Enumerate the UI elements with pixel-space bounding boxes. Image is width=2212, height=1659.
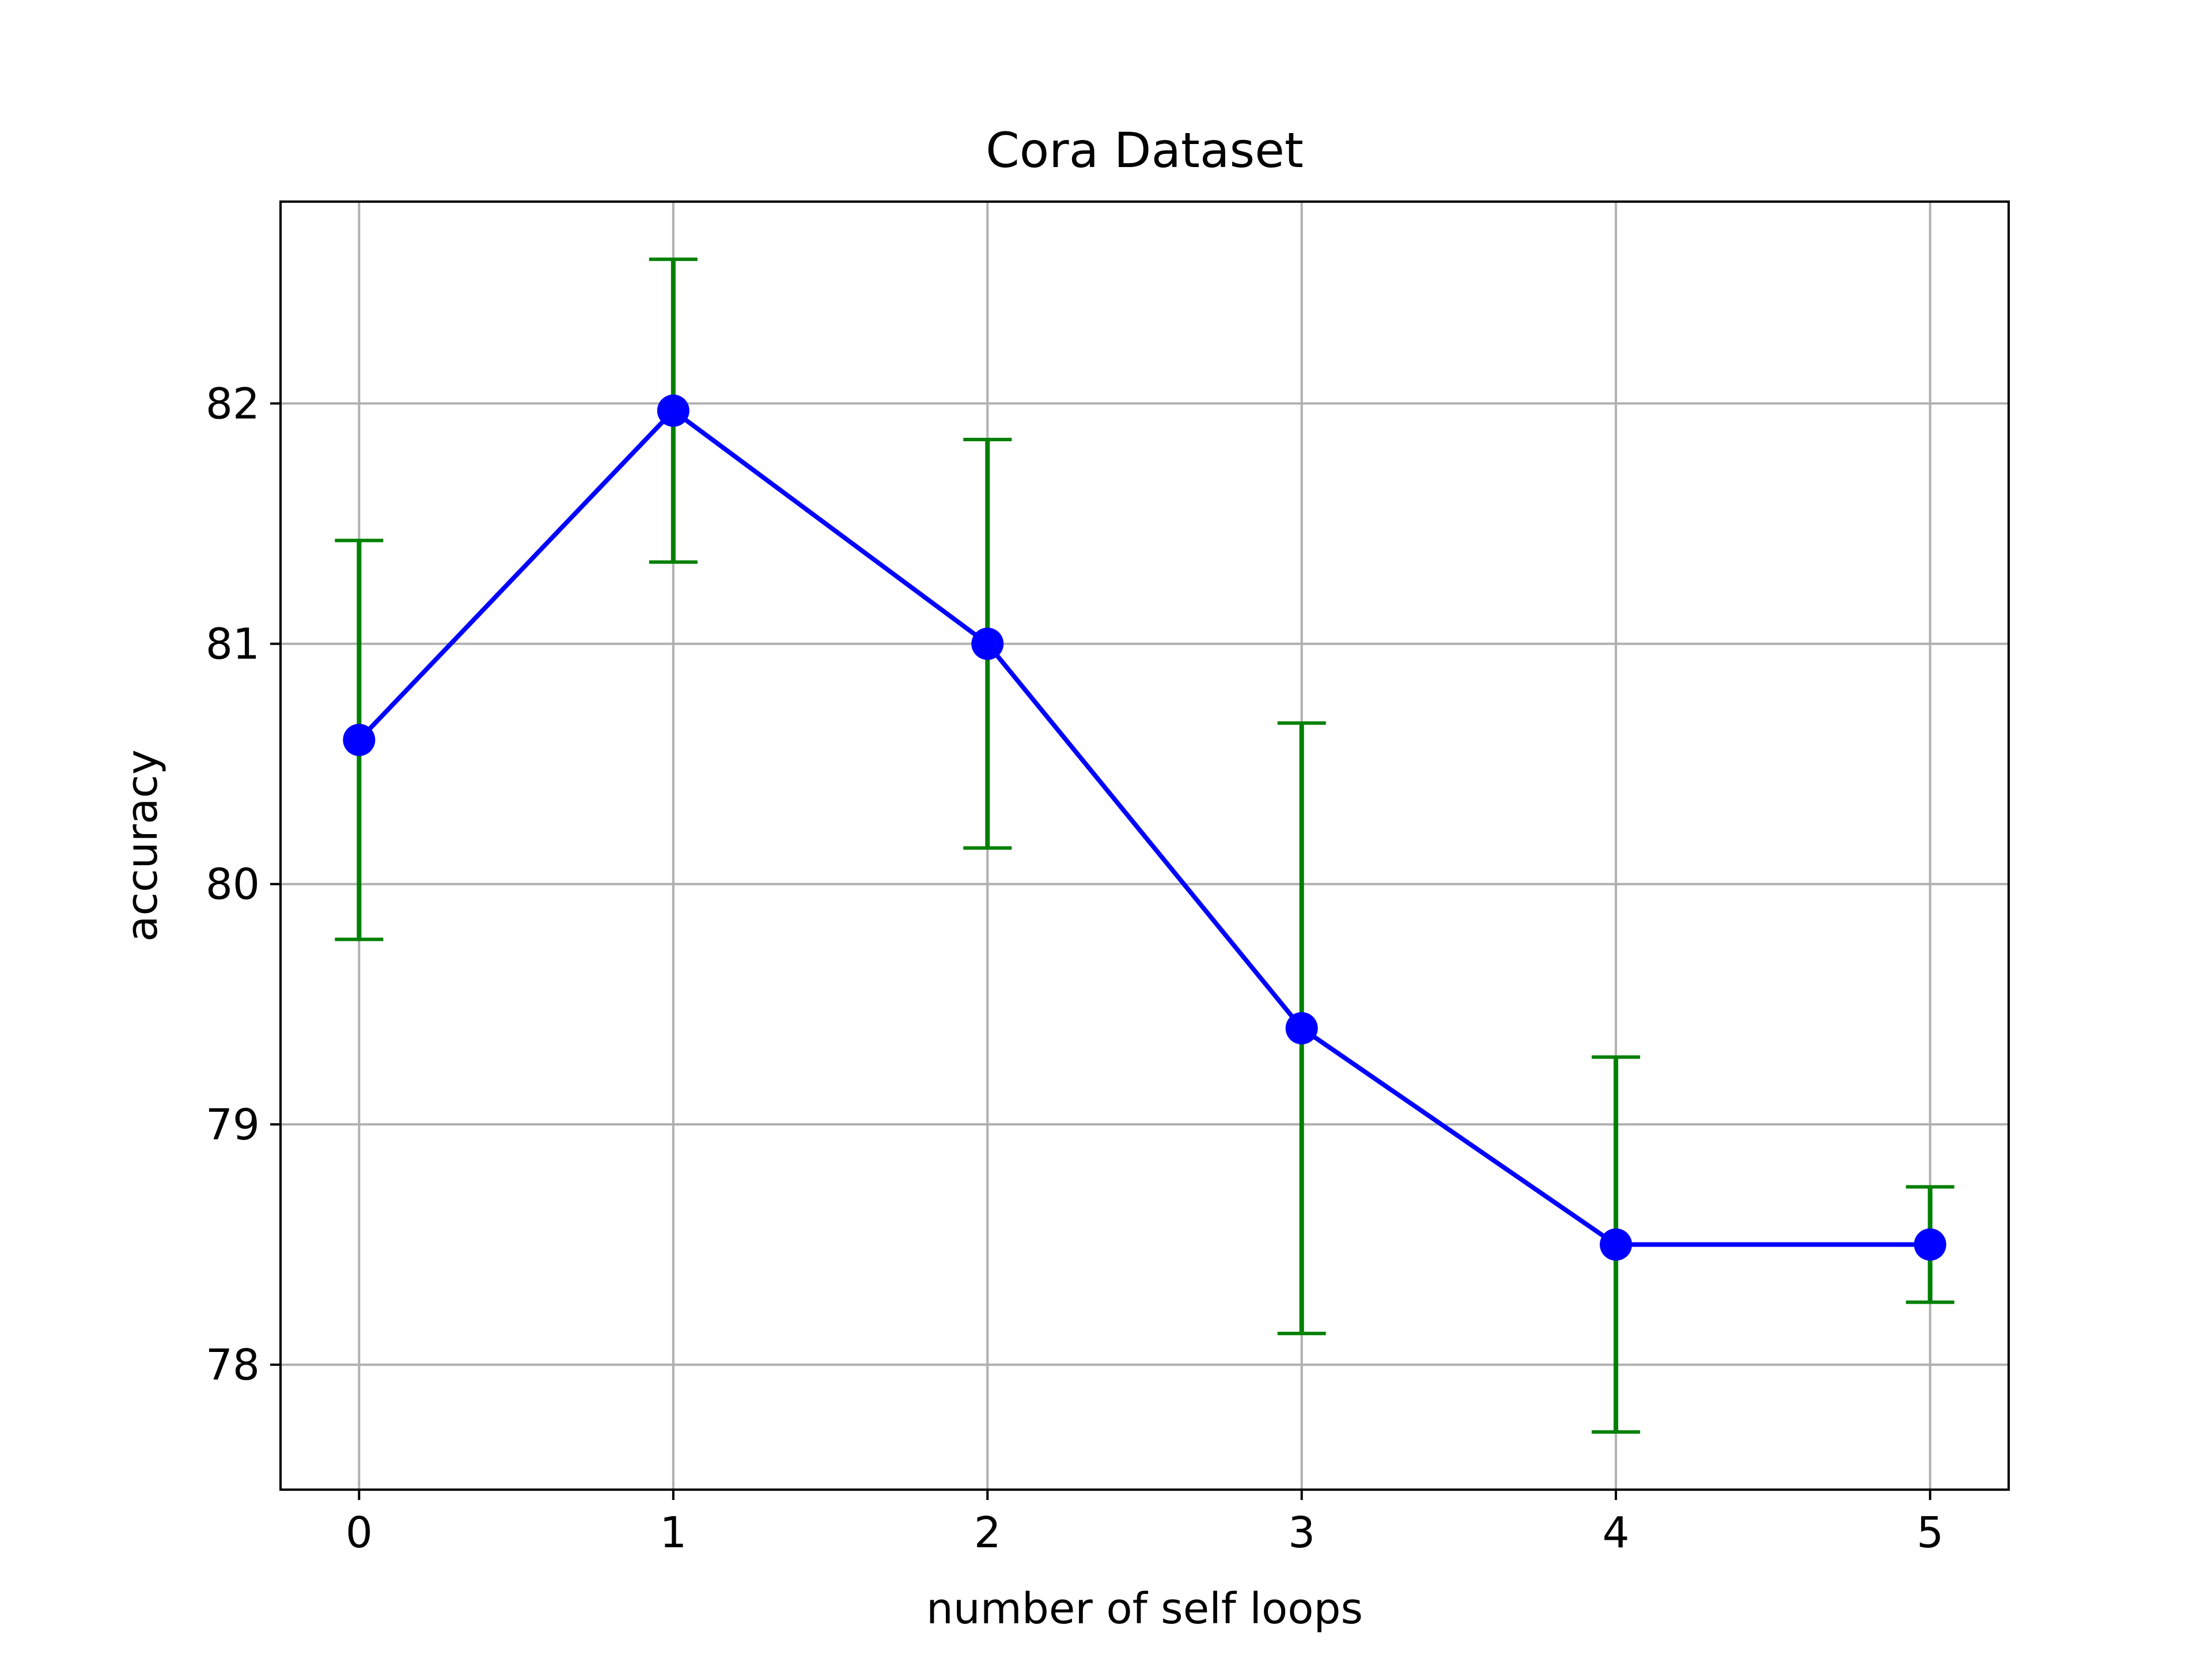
y-tick-label: 79 (206, 1100, 260, 1150)
series-polyline (357, 408, 1930, 1247)
y-axis-ticks: 78 79 80 81 82 (206, 379, 281, 1390)
data-point (343, 724, 376, 756)
series-line (357, 408, 1930, 1247)
x-tick-label: 0 (346, 1508, 373, 1558)
x-axis-label: number of self loops (926, 1584, 1363, 1634)
y-tick-label: 80 (206, 860, 260, 910)
x-tick-label: 4 (1603, 1508, 1630, 1558)
x-tick-label: 1 (660, 1508, 687, 1558)
y-tick-label: 82 (206, 379, 260, 429)
data-point (1285, 1012, 1318, 1045)
error-bars (335, 257, 1955, 1434)
data-point (657, 394, 690, 427)
x-tick-label: 3 (1288, 1508, 1315, 1558)
data-point (1914, 1228, 1946, 1261)
data-markers (343, 394, 1946, 1261)
x-axis-ticks: 0 1 2 3 4 5 (346, 1490, 1944, 1558)
grid (281, 202, 2009, 1490)
y-axis-label: accuracy (118, 749, 167, 942)
y-tick-label: 81 (206, 620, 260, 669)
chart-title: Cora Dataset (986, 122, 1304, 179)
data-point (971, 627, 1004, 660)
x-tick-label: 5 (1916, 1508, 1944, 1558)
data-point (1600, 1228, 1633, 1261)
plot-area-frame (279, 200, 2010, 1491)
y-tick-label: 78 (206, 1340, 260, 1390)
x-tick-label: 2 (974, 1508, 1001, 1558)
